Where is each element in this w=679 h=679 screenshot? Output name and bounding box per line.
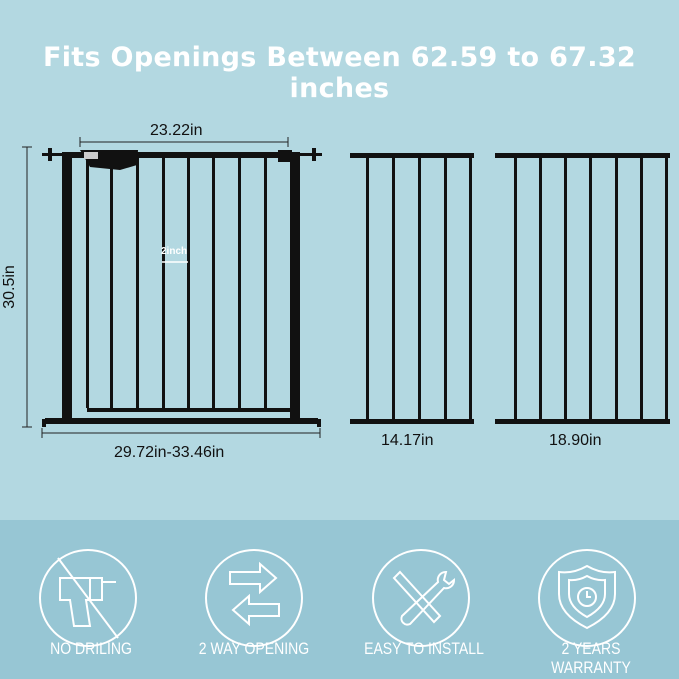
headline: Fits Openings Between 62.59 to 67.32 inc… xyxy=(42,42,636,104)
two-way-arrows-icon xyxy=(205,549,303,647)
no-drill-icon xyxy=(39,549,137,647)
feature-label-two-way: 2 WAY OPENING xyxy=(198,640,310,658)
dimension-lines xyxy=(22,137,321,438)
bar-spacing-label: 2inch xyxy=(161,246,188,257)
features-band xyxy=(0,520,679,679)
shield-clock-icon xyxy=(538,549,636,647)
extension-large-label: 18.90in xyxy=(549,432,602,449)
gate-width-label: 23.22in xyxy=(150,122,203,139)
feature-label-no-drilling: NO DRILING xyxy=(50,640,132,658)
gate-range-label: 29.72in-33.46in xyxy=(114,444,225,461)
feature-label-warranty: 2 YEARS WARRANTY xyxy=(551,640,631,677)
feature-label-easy-install: EASY TO INSTALL xyxy=(364,640,484,658)
extension-small xyxy=(350,153,474,424)
tools-icon xyxy=(372,549,470,647)
latch-button xyxy=(84,152,98,159)
extension-large xyxy=(495,153,670,424)
main-gate xyxy=(42,148,322,427)
extension-small-label: 14.17in xyxy=(381,432,434,449)
